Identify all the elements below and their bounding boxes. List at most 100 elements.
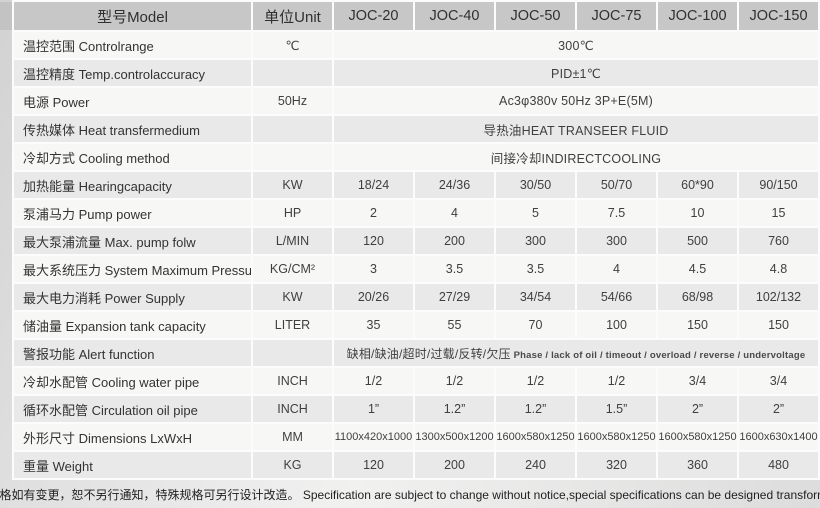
alert-functions-cn: 缺相/缺油/超时/过载/反转/欠压	[346, 346, 511, 361]
value-cell: 1”	[334, 396, 413, 422]
unit-cell: MM	[253, 424, 332, 450]
value-cell: 4.8	[739, 256, 818, 282]
value-cell: 24/36	[415, 172, 494, 198]
value-cell: 35	[334, 312, 413, 338]
unit-cell: L/MIN	[253, 228, 332, 254]
col-header-joc-40: JOC-40	[415, 2, 494, 30]
col-header-joc-20: JOC-20	[334, 2, 413, 30]
value-cell: 500	[658, 228, 737, 254]
value-cell: 60*90	[658, 172, 737, 198]
value-cell: 5	[496, 200, 575, 226]
unit-cell: KW	[253, 172, 332, 198]
row-label: 电源 Power	[14, 88, 251, 114]
value-cell: 3/4	[739, 368, 818, 394]
unit-cell	[253, 116, 332, 142]
value-cell: 760	[739, 228, 818, 254]
value-cell: 1100x420x1000	[334, 424, 413, 450]
value-cell: 1600x580x1250	[658, 424, 737, 450]
row-label: 循环水配管 Circulation oil pipe	[14, 396, 251, 422]
value-cell: 20/26	[334, 284, 413, 310]
value-cell: 120	[334, 452, 413, 478]
row-label: 最大电力消耗 Power Supply	[14, 284, 251, 310]
value-cell: 1/2	[415, 368, 494, 394]
row-cooling-water-pipe: 冷却水配管 Cooling water pipe INCH 1/2 1/2 1/…	[14, 368, 818, 394]
value-cell: 10	[658, 200, 737, 226]
row-label: 重量 Weight	[14, 452, 251, 478]
row-dimensions: 外形尺寸 Dimensions LxWxH MM 1100x420x1000 1…	[14, 424, 818, 450]
value-cell: 320	[577, 452, 656, 478]
row-weight: 重量 Weight KG 120 200 240 320 360 480	[14, 452, 818, 478]
value-cell: 3/4	[658, 368, 737, 394]
value-cell: 70	[496, 312, 575, 338]
row-label: 最大泵浦流量 Max. pump folw	[14, 228, 251, 254]
value-cell: 1600x580x1250	[496, 424, 575, 450]
value-cell: 4	[415, 200, 494, 226]
value-cell: 300	[577, 228, 656, 254]
unit-cell: 50Hz	[253, 88, 332, 114]
unit-cell	[253, 340, 332, 366]
value-cell: 27/29	[415, 284, 494, 310]
value-cell: 1300x500x1200	[415, 424, 494, 450]
row-max-power-consumption: 最大电力消耗 Power Supply KW 20/26 27/29 34/54…	[14, 284, 818, 310]
value-cell: 55	[415, 312, 494, 338]
value-cell: 1.2”	[496, 396, 575, 422]
value-cell: 68/98	[658, 284, 737, 310]
value-cell: 34/54	[496, 284, 575, 310]
value-cell: 240	[496, 452, 575, 478]
value-cell: 1.2”	[415, 396, 494, 422]
value-cell: 2”	[658, 396, 737, 422]
unit-cell	[253, 144, 332, 170]
merged-value-cell: 300℃	[334, 32, 818, 58]
row-circulation-oil-pipe: 循环水配管 Circulation oil pipe INCH 1” 1.2” …	[14, 396, 818, 422]
row-pump-power: 泵浦马力 Pump power HP 2 4 5 7.5 10 15	[14, 200, 818, 226]
unit-cell: ℃	[253, 32, 332, 58]
col-header-joc-75: JOC-75	[577, 2, 656, 30]
value-cell: 150	[658, 312, 737, 338]
value-cell: 50/70	[577, 172, 656, 198]
unit-cell: KG	[253, 452, 332, 478]
table-header-row: 型号Model 单位Unit JOC-20 JOC-40 JOC-50 JOC-…	[14, 2, 818, 30]
value-cell: 120	[334, 228, 413, 254]
value-cell: 1.5”	[577, 396, 656, 422]
row-heat-transfer-medium: 传热媒体 Heat transfermedium 导热油HEAT TRANSEE…	[14, 116, 818, 142]
value-cell: 1/2	[496, 368, 575, 394]
col-header-joc-50: JOC-50	[496, 2, 575, 30]
value-cell: 4	[577, 256, 656, 282]
value-cell: 90/150	[739, 172, 818, 198]
value-cell: 30/50	[496, 172, 575, 198]
row-heating-capacity: 加热能量 Hearingcapacity KW 18/24 24/36 30/5…	[14, 172, 818, 198]
col-header-unit: 单位Unit	[253, 2, 332, 30]
value-cell: 480	[739, 452, 818, 478]
footer-note: 以上规格如有变更，恕不另行通知，特殊规格可另行设计改造。 Specificati…	[0, 487, 820, 502]
row-power: 电源 Power 50Hz Ac3φ380v 50Hz 3P+E(5M)	[14, 88, 818, 114]
col-header-joc-100: JOC-100	[658, 2, 737, 30]
value-cell: 102/132	[739, 284, 818, 310]
spec-table-wrap: 型号Model 单位Unit JOC-20 JOC-40 JOC-50 JOC-…	[12, 0, 820, 480]
merged-value-cell: 导热油HEAT TRANSEER FLUID	[334, 116, 818, 142]
value-cell: 1600x630x1400	[739, 424, 818, 450]
value-cell: 1600x580x1250	[577, 424, 656, 450]
value-cell: 2	[334, 200, 413, 226]
row-expansion-tank-capacity: 储油量 Expansion tank capacity LITER 35 55 …	[14, 312, 818, 338]
unit-cell: INCH	[253, 396, 332, 422]
unit-cell: INCH	[253, 368, 332, 394]
row-label: 泵浦马力 Pump power	[14, 200, 251, 226]
row-label: 冷却方式 Cooling method	[14, 144, 251, 170]
unit-cell: HP	[253, 200, 332, 226]
row-cooling-method: 冷却方式 Cooling method 间接冷却INDIRECTCOOLING	[14, 144, 818, 170]
row-label: 警报功能 Alert function	[14, 340, 251, 366]
row-system-max-pressure: 最大系统压力 System Maximum Pressure KG/CM² 3 …	[14, 256, 818, 282]
merged-value-cell: 缺相/缺油/超时/过载/反转/欠压 Phase / lack of oil / …	[334, 340, 818, 366]
value-cell: 54/66	[577, 284, 656, 310]
alert-functions-en: Phase / lack of oil / timeout / overload…	[510, 349, 806, 361]
row-label: 外形尺寸 Dimensions LxWxH	[14, 424, 251, 450]
row-control-range: 温控范围 Controlrange ℃ 300℃	[14, 32, 818, 58]
row-alert-function: 警报功能 Alert function 缺相/缺油/超时/过载/反转/欠压 Ph…	[14, 340, 818, 366]
row-label: 最大系统压力 System Maximum Pressure	[14, 256, 251, 282]
merged-value-cell: Ac3φ380v 50Hz 3P+E(5M)	[334, 88, 818, 114]
value-cell: 2”	[739, 396, 818, 422]
unit-cell: KW	[253, 284, 332, 310]
row-label: 储油量 Expansion tank capacity	[14, 312, 251, 338]
header-left-stub	[0, 2, 12, 30]
